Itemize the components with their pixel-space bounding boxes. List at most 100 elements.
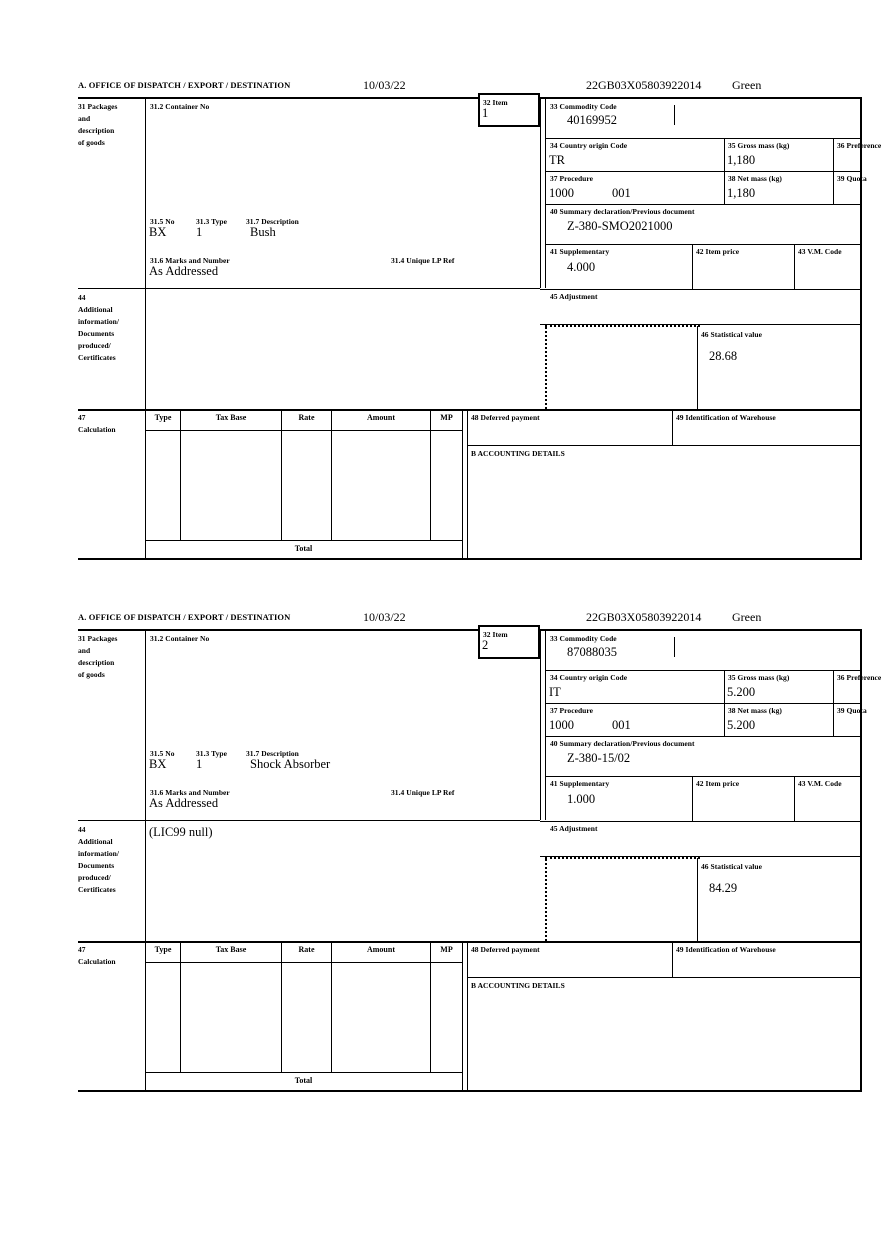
calc-total-top-rule (145, 1072, 462, 1073)
calc-table-right-border (462, 409, 463, 558)
rule-box33-bottom (545, 138, 860, 139)
rule-box34-bottom (545, 703, 860, 704)
box31-5-no-value: BX (149, 757, 167, 771)
rule-box41-bottom (540, 821, 860, 822)
box49-warehouse-label: 49 Identification of Warehouse (676, 945, 776, 954)
box37-procedure-label: 37 Procedure (550, 706, 594, 715)
box31-7-description-label: 31.7 Description (246, 217, 299, 226)
box31-label-line2: and (78, 114, 91, 123)
box32-item-value: 2 (482, 638, 489, 652)
calc-divider-type-taxbase (180, 409, 181, 540)
divider-box33-left (545, 99, 546, 288)
rule-box34-bottom (545, 171, 860, 172)
box44-label-line1: 44 (78, 293, 86, 302)
box31-3-type-label: 31.3 Type (196, 749, 228, 758)
calc-table-left-border (145, 941, 146, 1090)
form-right-border (860, 99, 862, 560)
divider-box31-right (540, 99, 541, 288)
box44-label-line6: Certificates (78, 353, 116, 362)
divider-box48-left (467, 409, 468, 558)
box44-label-line2: Additional (78, 837, 113, 846)
rule-box31-bottom (78, 288, 540, 289)
calc-divider-taxbase-rate (281, 409, 282, 540)
calc-col-header-amount: Amount (366, 945, 395, 954)
box44-additional-information-value: (LIC99 null) (149, 825, 213, 839)
box44-label-line3: information/ (78, 849, 120, 858)
box49-warehouse-label: 49 Identification of Warehouse (676, 413, 776, 422)
form-right-border (860, 631, 862, 1092)
box37-procedure-value-2: 001 (612, 718, 631, 732)
route-status: Green (732, 78, 762, 92)
box36-preference-label: 36 Preference (837, 673, 882, 682)
divider-box42-box43 (794, 244, 795, 289)
sad-form-item-2: A. OFFICE OF DISPATCH / EXPORT / DESTINA… (78, 610, 881, 1092)
box33-subdivision-tick (674, 637, 675, 657)
box42-item-price-label: 42 Item price (696, 779, 740, 788)
divider-box41-box42 (692, 244, 693, 289)
divider-box41-box42 (692, 776, 693, 821)
box43-vm-code-label: 43 V.M. Code (798, 247, 842, 256)
box34-country-origin-value: IT (549, 685, 561, 699)
declaration-date: 10/03/22 (363, 610, 406, 624)
box32-item-label: 32 Item (483, 98, 508, 107)
box31-7-description-value: Bush (250, 225, 276, 239)
box35-gross-mass-value: 5.200 (727, 685, 756, 699)
box41-supplementary-label: 41 Supplementary (550, 779, 610, 788)
divider-box31-left (145, 99, 146, 439)
box31-6-marks-value: As Addressed (149, 796, 219, 810)
rule-box48-bottom (467, 977, 860, 978)
box44-label-line6: Certificates (78, 885, 116, 894)
calc-col-header-mp: MP (440, 413, 453, 422)
box40-previous-document-label: 40 Summary declaration/Previous document (550, 739, 695, 748)
calc-total-label: Total (294, 544, 313, 553)
box35-gross-mass-label: 35 Gross mass (kg) (728, 141, 790, 150)
calc-divider-rate-amount (331, 409, 332, 540)
box31-3-type-label: 31.3 Type (196, 217, 228, 226)
valuation-zone-dotted-top (545, 857, 700, 859)
box39-quota-label: 39 Quota (837, 174, 867, 183)
box33-commodity-code-value: 87088035 (567, 645, 617, 659)
box37-procedure-label: 37 Procedure (550, 174, 594, 183)
box38-net-mass-label: 38 Net mass (kg) (728, 706, 782, 715)
rule-box40-bottom (545, 776, 860, 777)
box46-statistical-value-label: 46 Statistical value (701, 330, 762, 339)
movement-reference-number: 22GB03X05803922014 (586, 78, 702, 92)
divider-box48-box49 (672, 941, 673, 977)
box42-item-price-label: 42 Item price (696, 247, 740, 256)
box48-deferred-payment-label: 48 Deferred payment (471, 413, 540, 422)
box37-procedure-value-1: 1000 (549, 718, 574, 732)
box31-5-no-label: 31.5 No (150, 217, 175, 226)
divider-box42-box43 (794, 776, 795, 821)
box36-preference-label: 36 Preference (837, 141, 882, 150)
divider-box48-left (467, 941, 468, 1090)
divider-box48-box49 (672, 409, 673, 445)
form-header: A. OFFICE OF DISPATCH / EXPORT / DESTINA… (78, 610, 862, 631)
box31-7-description-value: Shock Absorber (250, 757, 331, 771)
box31-label-line4: of goods (78, 670, 105, 679)
valuation-zone-dotted-left (545, 856, 547, 941)
box46-statistical-value: 28.68 (709, 349, 738, 363)
calc-col-header-rate: Rate (298, 413, 315, 422)
form-bottom-border (78, 558, 860, 560)
box31-label-line1: 31 Packages (78, 102, 118, 111)
box44-label-line4: Documents (78, 329, 115, 338)
box44-label-line5: produced/ (78, 873, 111, 882)
box31-6-marks-label: 31.6 Marks and Number (150, 788, 230, 797)
accounting-details-label: B ACCOUNTING DETAILS (471, 981, 565, 990)
box43-vm-code-label: 43 V.M. Code (798, 779, 842, 788)
rule-box45-bottom (540, 856, 860, 857)
box45-adjustment-label: 45 Adjustment (550, 824, 598, 833)
box32-item-value: 1 (482, 106, 489, 120)
box47-label-line2: Calculation (78, 957, 116, 966)
box31-label-line4: of goods (78, 138, 105, 147)
calc-divider-amount-mp (430, 409, 431, 540)
divider-box31-right (540, 631, 541, 820)
calc-col-header-rate: Rate (298, 945, 315, 954)
box31-6-marks-value: As Addressed (149, 264, 219, 278)
calc-divider-type-taxbase (180, 941, 181, 1072)
box31-5-no-label: 31.5 No (150, 749, 175, 758)
box44-label-line5: produced/ (78, 341, 111, 350)
box47-label-line1: 47 (78, 413, 86, 422)
calc-col-header-type: Type (154, 945, 172, 954)
box33-commodity-code-label: 33 Commodity Code (550, 102, 617, 111)
